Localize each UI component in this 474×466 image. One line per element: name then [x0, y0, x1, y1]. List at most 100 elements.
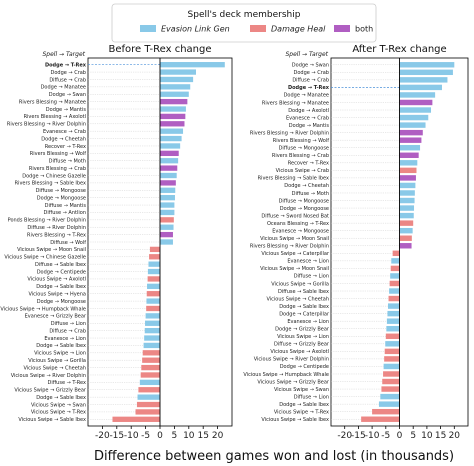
bar: [399, 92, 436, 98]
bar-label: Dodge → T-Rex: [288, 85, 330, 91]
bar-label: Evanesce → Crab: [43, 129, 86, 135]
bar-label: Vicious Swipe → Lion: [277, 334, 329, 340]
bar-label: Diffuse → Lion: [51, 321, 86, 327]
bar: [361, 416, 400, 422]
bar: [160, 217, 174, 223]
bar-label: Oceans Blessing → T-Rex: [267, 221, 329, 227]
bar: [160, 172, 177, 179]
bar: [149, 246, 160, 253]
x-tick-label: -15: [109, 431, 124, 441]
bar-label: Diffuse → Antlion: [44, 210, 86, 216]
bar-label: Rivers Blessing → Sable Ibex: [258, 176, 329, 182]
bar: [138, 387, 160, 393]
bar: [146, 305, 160, 312]
bar-label: Diffuse → Sable Ibex: [278, 289, 329, 295]
bar: [385, 341, 400, 347]
panel-title: Before T-Rex change: [108, 44, 211, 55]
bar-label: Diffuse → Moth: [292, 191, 329, 197]
bar: [160, 165, 178, 171]
x-tick-label: 0: [397, 431, 403, 441]
bar: [372, 408, 400, 415]
bar: [399, 220, 414, 226]
bar-label: Rivers Blessing → Wolf: [273, 138, 329, 144]
bar: [399, 122, 426, 128]
bar: [399, 182, 416, 189]
bar-label: Rivers Blessing → Axolotl: [24, 114, 86, 120]
bar: [399, 84, 442, 91]
bar-label: Diffuse → Grizzly Bear: [274, 342, 330, 348]
bar: [137, 394, 160, 400]
bar: [378, 401, 400, 407]
bar-label: Dodge → Cheetah: [284, 183, 329, 189]
bar-label: Vicious Swipe → Lion: [34, 351, 86, 357]
bar-label: Evanesce → Lion: [287, 319, 329, 325]
bar: [399, 69, 453, 76]
bar-label: Dodge → Caterpillar: [279, 311, 330, 317]
bar: [399, 243, 412, 249]
bar-label: Vicious Swipe → River Dolphin: [11, 373, 86, 379]
bar-label: Evanesce → Lion: [287, 259, 329, 265]
bar: [142, 357, 160, 363]
bar: [146, 298, 160, 304]
x-tick-label: -20: [95, 431, 110, 441]
bar-label: Ponds Blessing → River Dolphin: [8, 218, 86, 224]
bar: [148, 261, 160, 267]
bar-label: Evanesce → Grizzly Bear: [25, 314, 87, 320]
bar-label: Rivers Blessing → T-Rex: [27, 232, 86, 238]
bar: [145, 313, 160, 319]
legend-swatch-damage: [250, 25, 266, 32]
bar-label: Diffuse → Sable Ibex: [35, 262, 86, 268]
bar: [383, 371, 400, 377]
bar: [399, 160, 418, 166]
legend-swatch-both: [334, 25, 350, 32]
bar: [389, 288, 400, 294]
bar: [382, 378, 400, 385]
bar-label: Vicious Swipe → Caterpillar: [261, 251, 330, 257]
bar: [399, 145, 421, 151]
bar: [399, 137, 422, 143]
bar: [141, 364, 160, 371]
bar: [160, 202, 175, 208]
bar-label: Dodge → Manatee: [41, 85, 86, 91]
bar: [160, 143, 181, 149]
y-header: Spell → Target: [285, 51, 328, 58]
x-tick-label: 20: [212, 431, 224, 441]
x-tick-label: -15: [351, 431, 366, 441]
bar-label: Vicious Swipe → Chinese Gazelle: [4, 255, 86, 261]
bar: [399, 235, 412, 241]
bar-label: Dodge → Sable Ibex: [36, 343, 86, 349]
bar-label: Dodge → Sable Ibex: [36, 395, 86, 401]
bar: [160, 180, 176, 186]
bar: [389, 280, 400, 287]
bar: [160, 91, 189, 97]
bar: [144, 335, 160, 341]
bar-label: Vicious Swipe → Crab: [276, 168, 329, 174]
bar-label: Recover → T-Rex: [288, 161, 329, 167]
bar: [160, 121, 185, 127]
bar: [144, 327, 160, 334]
bar: [386, 326, 400, 332]
bar-label: Vicious Swipe → Moon Snail: [17, 247, 86, 253]
bar-label: Vicious Swipe → Humpback Whale: [243, 372, 329, 378]
x-tick-label: 5: [172, 431, 178, 441]
bar-label: Rivers Blessing → Manatee: [262, 100, 329, 106]
bar: [139, 379, 160, 386]
bar: [391, 258, 400, 264]
bar-label: Vicious Swipe → Sable Ibex: [261, 417, 329, 423]
x-tick-label: -5: [381, 431, 390, 441]
bar-label: Vicious Swipe → T-Rex: [31, 410, 86, 416]
y-header: Spell → Target: [42, 51, 85, 58]
bar: [147, 283, 160, 289]
bar-label: Vicious Swipe → Cheetah: [266, 296, 329, 302]
bar-label: Vicious Swipe → T-Rex: [274, 409, 329, 415]
bar: [399, 114, 429, 121]
bar-label: Diffuse → Mongoose: [279, 198, 329, 204]
bar-label: Dodge → Swan: [49, 92, 86, 98]
panel-title: After T-Rex change: [352, 44, 446, 55]
bar-label: Dodge → Mantis: [289, 123, 330, 129]
legend-label-evasion: Evasion Link Gen: [161, 25, 230, 34]
bar: [390, 265, 400, 272]
bar-label: Vicious Swipe → River Dolphin: [254, 357, 329, 363]
bar-label: Evanesce → Lion: [44, 336, 86, 342]
bar-label: Dodge → Sable Ibex: [36, 284, 86, 290]
